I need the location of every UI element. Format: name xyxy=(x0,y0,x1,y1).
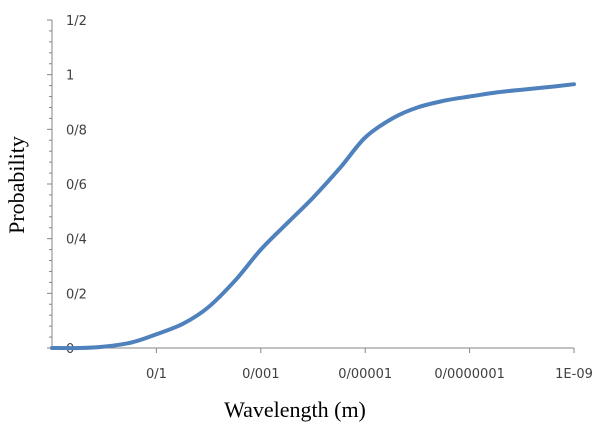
x-tick-label: 0/1 xyxy=(146,367,167,382)
y-tick-label: 1 xyxy=(66,69,74,84)
y-tick-label: 0/2 xyxy=(66,287,87,302)
x-tick-label: 0/0000001 xyxy=(434,367,505,382)
y-tick-label: 0/4 xyxy=(66,233,87,248)
axes xyxy=(47,19,575,353)
x-tick-label: 0/00001 xyxy=(338,367,392,382)
y-tick-label: 0/6 xyxy=(66,178,87,193)
x-tick-label: 0/001 xyxy=(242,367,279,382)
series-line xyxy=(50,82,576,351)
x-tick-label: 1E-09 xyxy=(555,367,593,382)
x-axis-title: Wavelength (m) xyxy=(224,397,366,422)
y-axis-title: Probability xyxy=(4,136,29,234)
tick-labels: 00/20/40/60/811/20/1 0/001 0/00001 0/000000… xyxy=(66,14,593,382)
y-tick-label: 0/8 xyxy=(66,123,87,138)
y-tick-label: 1/2 xyxy=(66,14,87,29)
